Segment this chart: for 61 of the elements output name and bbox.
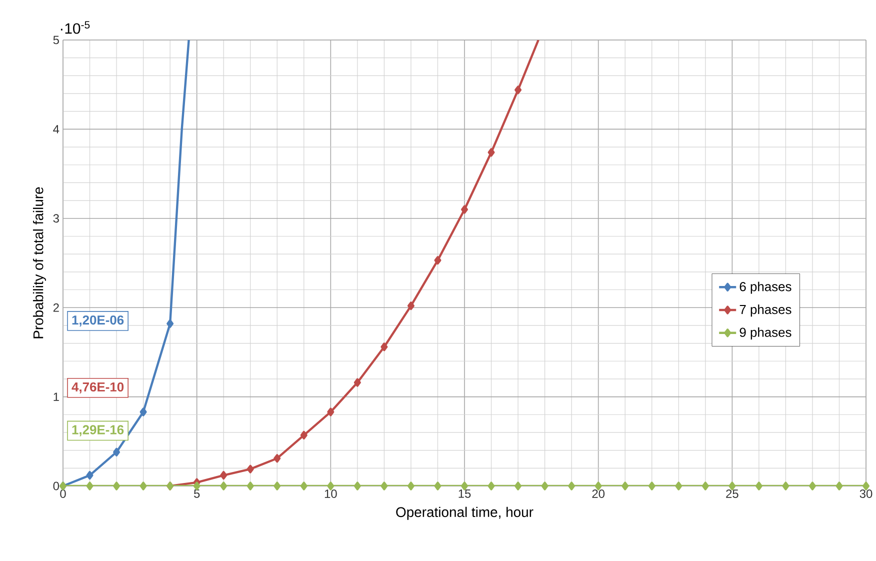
point [166, 319, 174, 328]
point [113, 448, 120, 456]
point [434, 482, 442, 490]
point [140, 482, 147, 490]
point [541, 482, 548, 490]
annotation: 4,76E-10 [72, 382, 124, 394]
point [380, 342, 388, 352]
point [274, 482, 281, 490]
point [220, 482, 228, 490]
annotation: 1,29E-16 [72, 425, 124, 436]
legend-label: 9 phases [740, 327, 792, 340]
point [407, 302, 414, 310]
point [488, 148, 495, 157]
y-tick-label: 1 [54, 392, 59, 401]
point [246, 464, 254, 474]
point [648, 482, 656, 490]
x-tick-label: 15 [458, 490, 471, 498]
point [836, 482, 843, 490]
point [622, 482, 629, 490]
x-tick-label: 25 [726, 490, 738, 498]
y-tick-label: 5 [53, 36, 59, 44]
point [113, 482, 120, 490]
point [327, 408, 334, 416]
point [702, 482, 709, 490]
x-tick-label: 20 [592, 490, 605, 498]
point [782, 482, 790, 490]
point [220, 470, 228, 480]
point [193, 482, 200, 490]
point [354, 378, 361, 387]
point [86, 470, 94, 480]
y-axis-title: Probability of total failure [32, 187, 46, 338]
text: ·10$^{-5}$ [60, 21, 90, 34]
point [354, 482, 361, 490]
x-tick-label: 30 [860, 490, 872, 498]
point [274, 454, 281, 463]
point [461, 205, 468, 214]
y-tick-label: 4 [53, 125, 60, 134]
annotation: 1,20E-06 [72, 315, 124, 326]
legend-label: 6 phases [740, 282, 792, 294]
legend-label: 7 phases [740, 304, 792, 317]
x-tick-label: 10 [324, 490, 337, 498]
point [755, 482, 762, 490]
point [246, 482, 254, 490]
y-tick-label: 3 [53, 214, 59, 223]
x-axis-title: Operational time, hour [396, 506, 534, 520]
y-tick-label: 2 [53, 303, 59, 312]
point [488, 482, 495, 490]
point [86, 482, 94, 490]
x-tick-label: 5 [194, 490, 200, 498]
y-tick-label: 0 [53, 482, 60, 490]
point [300, 430, 308, 440]
point [140, 408, 147, 416]
point [514, 86, 522, 94]
point [568, 482, 576, 490]
point [675, 482, 682, 490]
point [434, 256, 442, 265]
point [808, 482, 816, 490]
point [300, 482, 308, 490]
point [380, 482, 388, 490]
point [514, 482, 522, 490]
point [407, 482, 414, 490]
